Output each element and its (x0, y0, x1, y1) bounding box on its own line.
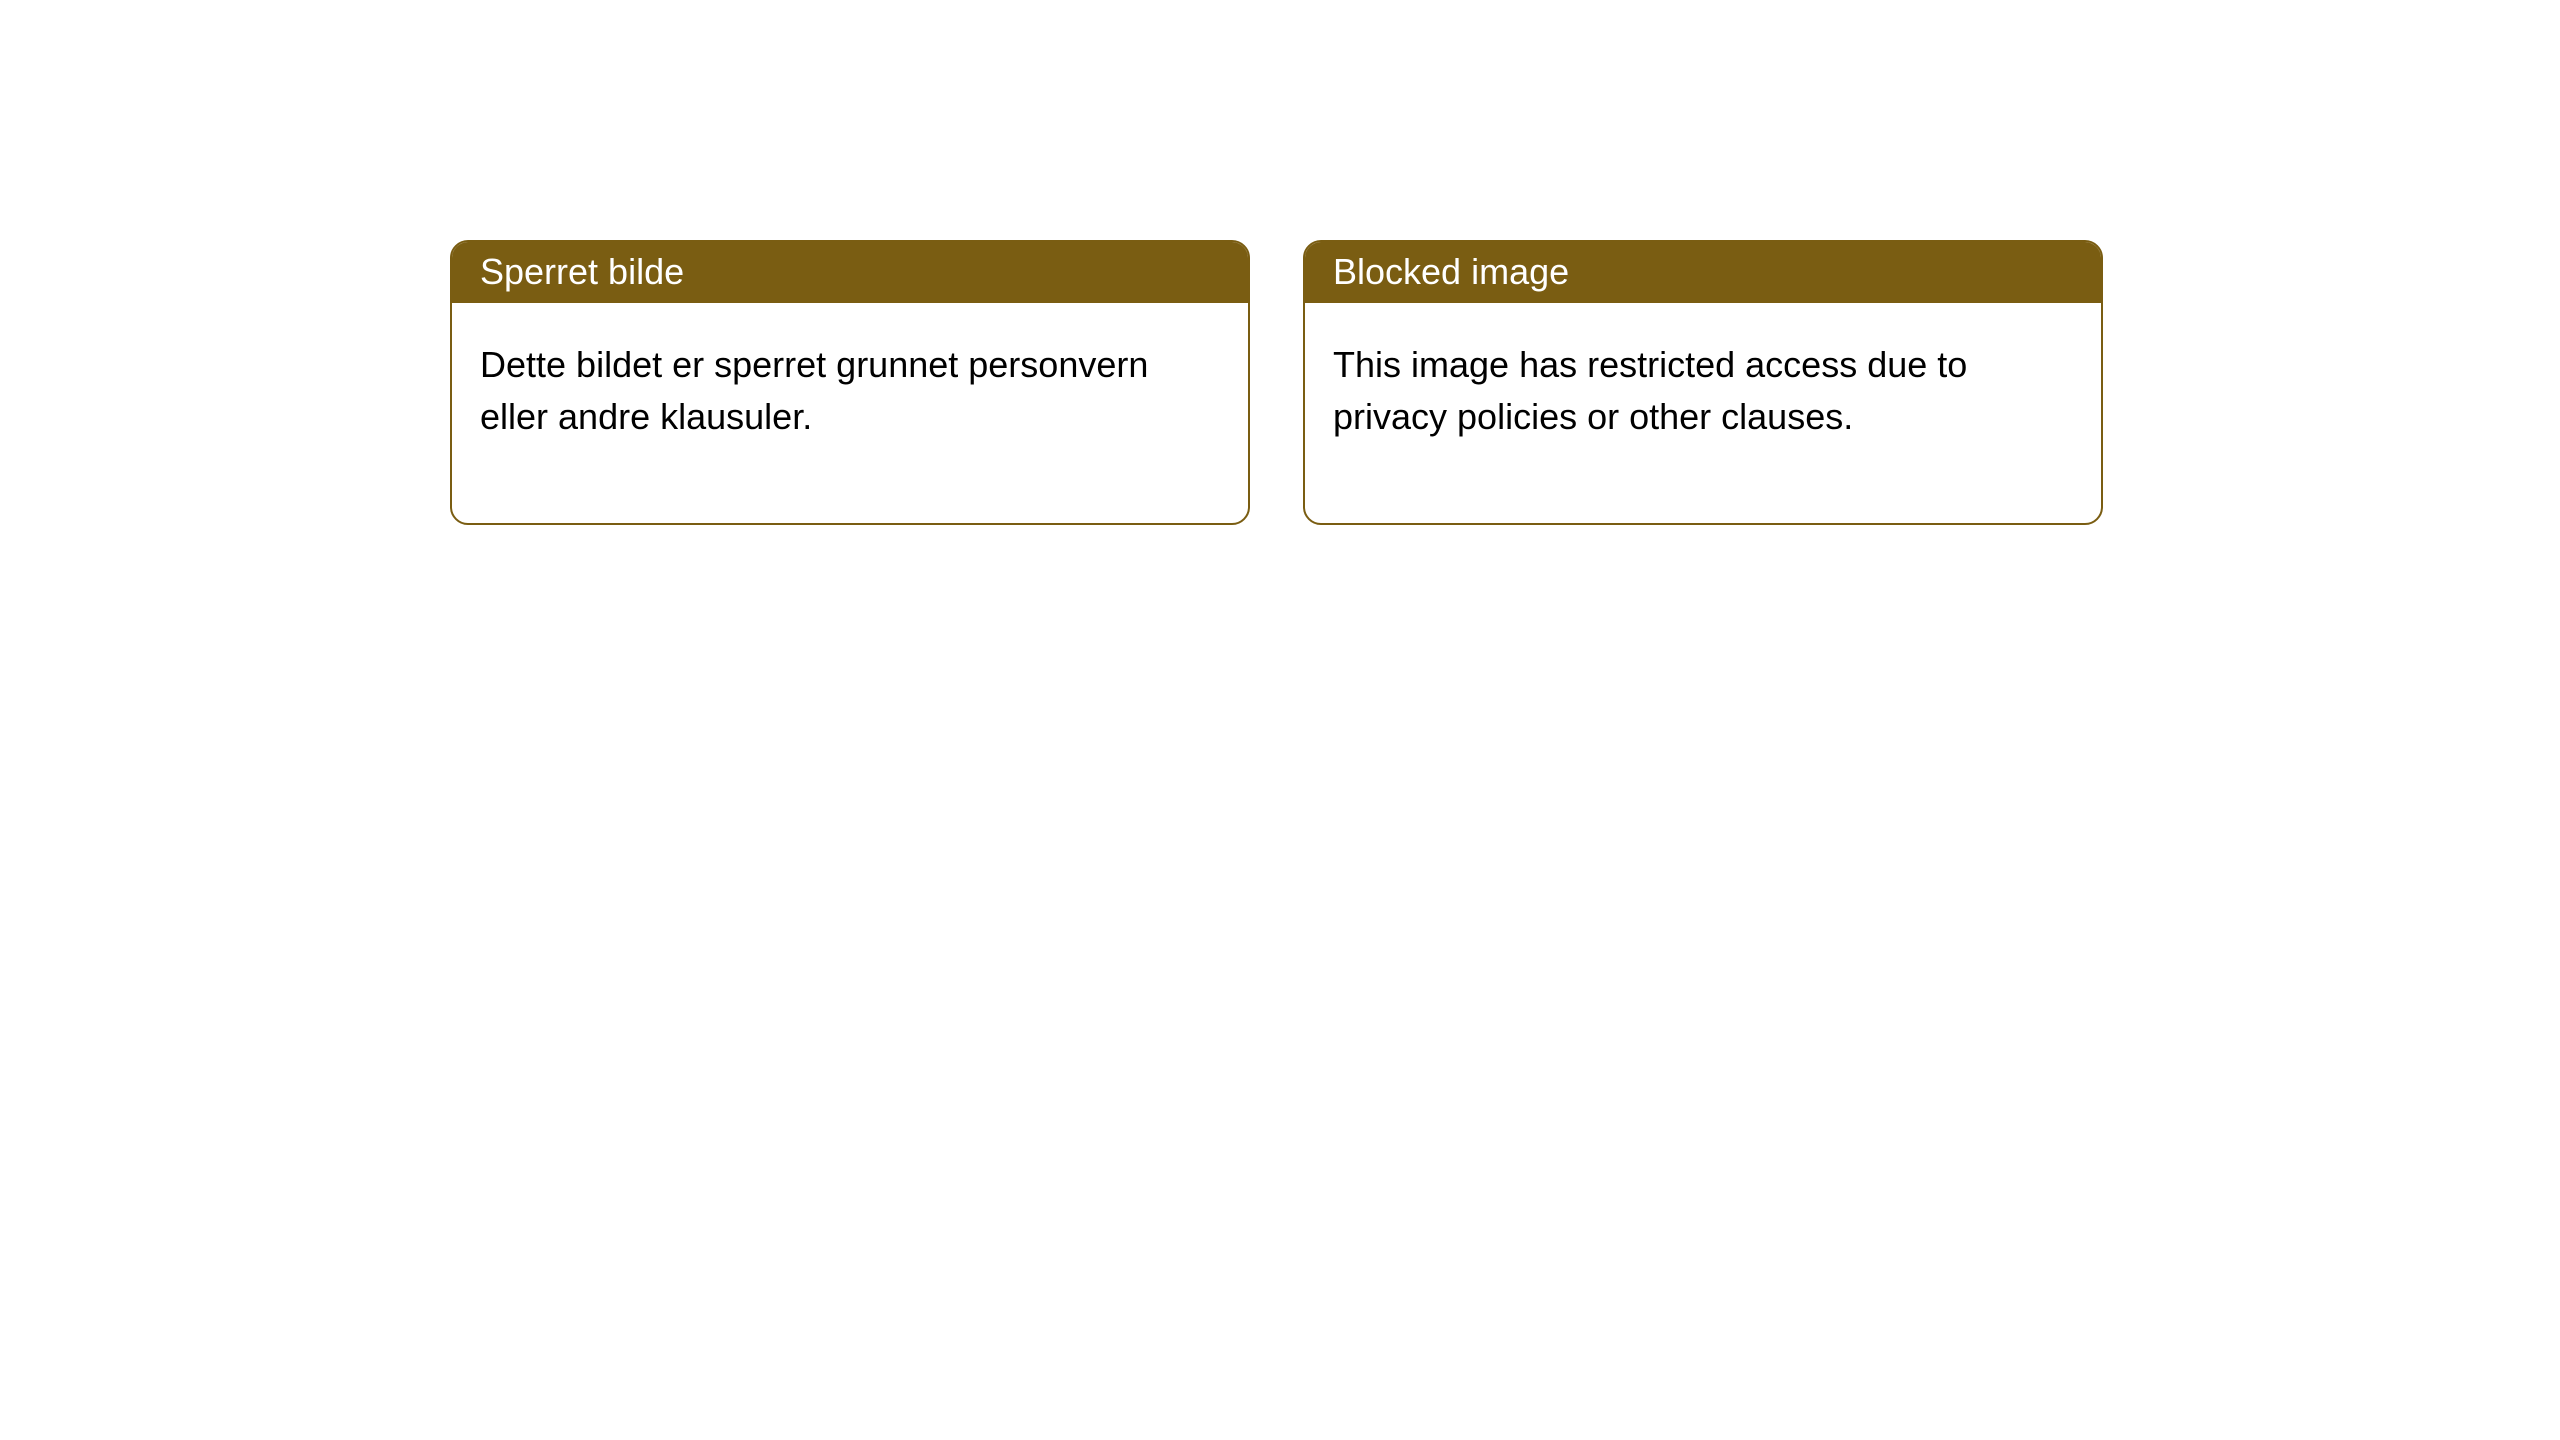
notice-card-norwegian: Sperret bilde Dette bildet er sperret gr… (450, 240, 1250, 525)
notice-container: Sperret bilde Dette bildet er sperret gr… (450, 240, 2103, 525)
notice-card-english: Blocked image This image has restricted … (1303, 240, 2103, 525)
notice-header-norwegian: Sperret bilde (452, 242, 1248, 303)
notice-body-norwegian: Dette bildet er sperret grunnet personve… (452, 303, 1248, 523)
notice-header-english: Blocked image (1305, 242, 2101, 303)
notice-body-english: This image has restricted access due to … (1305, 303, 2101, 523)
